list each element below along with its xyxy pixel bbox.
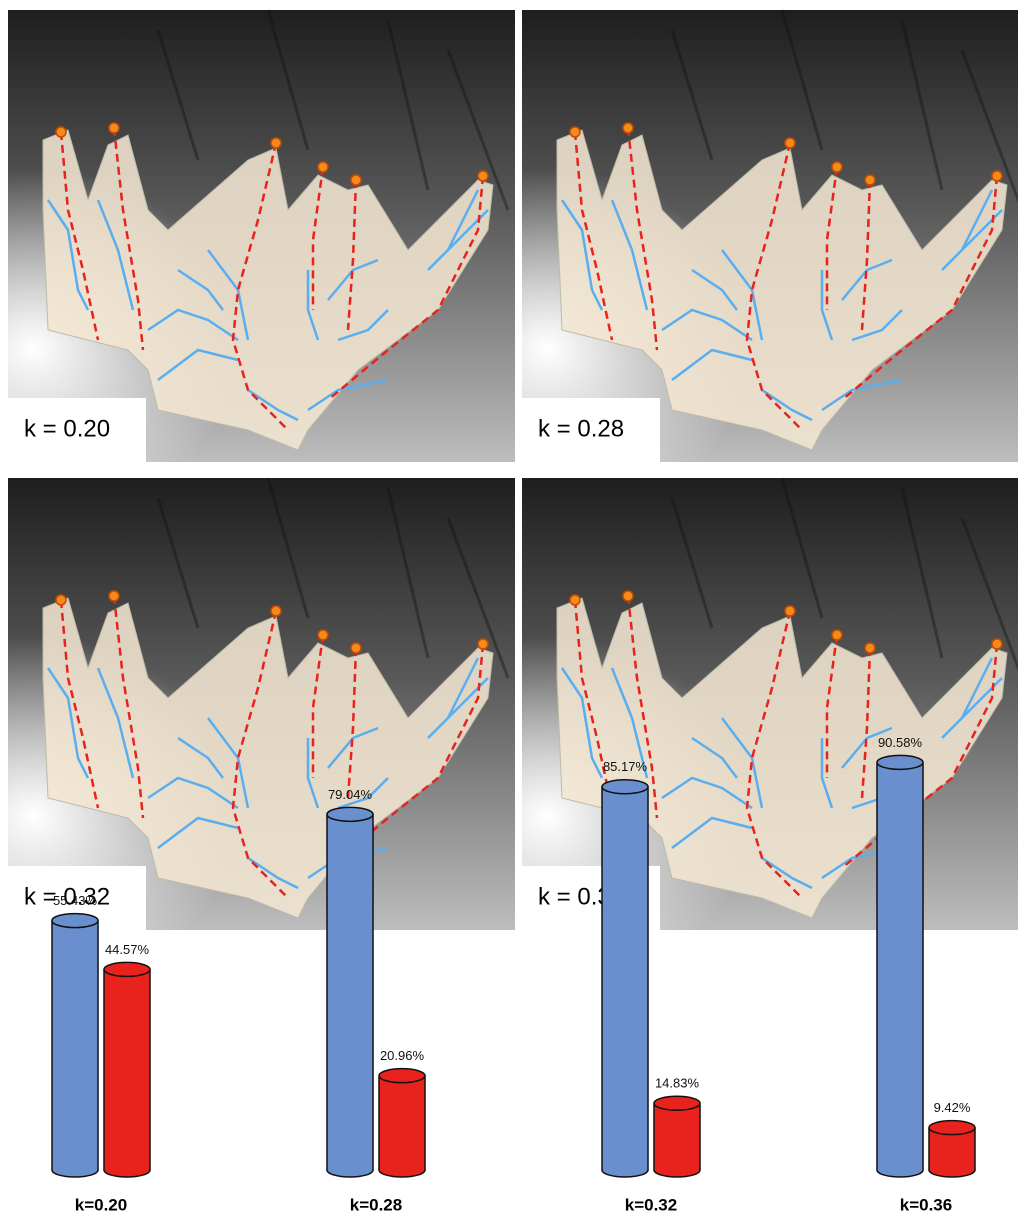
value-label: 55.43% — [53, 893, 98, 908]
value-label: 79.04% — [328, 787, 373, 802]
cylinder-top — [876, 754, 924, 771]
cylinder-top — [928, 1119, 976, 1136]
cylinder-side — [326, 814, 374, 1170]
value-label: 85.17% — [603, 759, 648, 774]
cylinder-top — [378, 1067, 426, 1084]
map-image — [6, 8, 517, 464]
value-label: 44.57% — [105, 942, 150, 957]
x-tick-label: k=0.20 — [75, 1195, 127, 1214]
map-panel: k = 0.20 — [6, 8, 517, 464]
panel-label: k = 0.32 — [24, 883, 110, 910]
x-tick-label: k=0.36 — [900, 1195, 952, 1214]
bar — [654, 1103, 700, 1170]
bar — [877, 762, 923, 1170]
map-image — [520, 8, 1018, 464]
panel-label: k = 0.20 — [24, 415, 110, 442]
bar — [602, 786, 648, 1170]
map-panel: k = 0.32 — [6, 476, 517, 932]
map-panel: k = 0.28 — [520, 8, 1018, 464]
cylinder-side — [51, 920, 99, 1170]
value-label: 90.58% — [878, 735, 923, 750]
bar — [104, 969, 150, 1170]
bar — [327, 814, 373, 1170]
map-image — [6, 476, 517, 932]
value-label: 14.83% — [655, 1076, 700, 1091]
cylinder-top — [601, 778, 649, 795]
bar — [52, 920, 98, 1170]
cylinder-side — [378, 1075, 426, 1170]
bar — [379, 1075, 425, 1170]
map-panel: k = 0.36 — [520, 476, 1018, 932]
cylinder-top — [653, 1095, 701, 1112]
cylinder-side — [876, 762, 924, 1170]
x-tick-label: k=0.28 — [350, 1195, 402, 1214]
cylinder-top — [326, 806, 374, 823]
cylinder-top — [103, 961, 151, 978]
cylinder-side — [601, 786, 649, 1170]
map-image — [520, 476, 1018, 932]
cylinder-top — [51, 912, 99, 929]
value-label: 20.96% — [380, 1048, 425, 1063]
panel-label: k = 0.28 — [538, 415, 624, 442]
cylinder-side — [103, 969, 151, 1170]
cylinder-side — [653, 1103, 701, 1170]
cylinder-side — [928, 1127, 976, 1170]
x-tick-label: k=0.32 — [625, 1195, 677, 1214]
value-label: 9.42% — [934, 1100, 971, 1115]
